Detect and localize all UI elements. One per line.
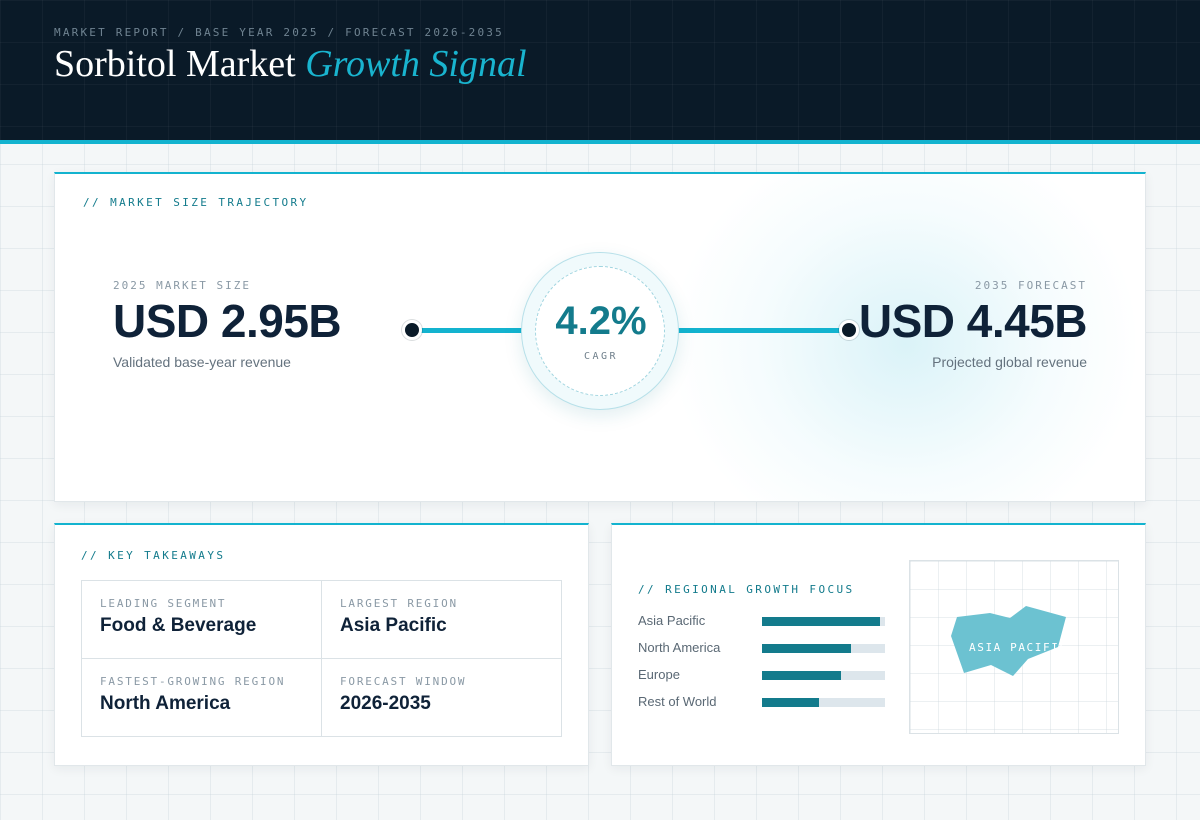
takeaway-cell-forecast-window: FORECAST WINDOW 2026-2035 [322,659,562,736]
takeaway-cell-leading-segment: LEADING SEGMENT Food & Beverage [82,581,322,659]
key-takeaways-panel: // KEY TAKEAWAYS LEADING SEGMENT Food & … [54,523,589,766]
map-region-label: ASIA PACIFIC [969,641,1068,654]
region-bar [762,671,841,680]
region-row-north-america: North America [638,640,888,656]
asia-pacific-shape [951,606,1066,676]
title-main: Sorbitol Market [54,43,296,85]
takeaways-panel-label: // KEY TAKEAWAYS [81,549,226,562]
region-name: Europe [638,667,680,682]
asia-pacific-map-icon [951,606,1066,676]
takeaway-value: North America [100,693,231,714]
region-name: Rest of World [638,694,717,709]
report-header: MARKET REPORT / BASE YEAR 2025 / FORECAS… [0,0,1200,144]
start-metric-value: USD 2.95B [113,295,342,347]
trajectory-start-dot [402,320,422,340]
region-bar [762,698,819,707]
region-row-asia-pacific: Asia Pacific [638,613,888,629]
breadcrumb: MARKET REPORT / BASE YEAR 2025 / FORECAS… [54,26,504,39]
background-glow [675,174,1135,501]
end-metric-value: USD 4.45B [858,295,1088,347]
takeaway-cell-fastest-growing-region: FASTEST-GROWING REGION North America [82,659,322,736]
region-row-rest-of-world: Rest of World [638,694,888,710]
end-metric-label: 2035 FORECAST [974,279,1087,292]
takeaway-label: FORECAST WINDOW [340,675,467,688]
regional-growth-panel: // REGIONAL GROWTH FOCUS Asia Pacific No… [611,523,1146,766]
region-bar-track [762,644,885,653]
region-map: ASIA PACIFIC [909,560,1119,734]
takeaway-value: 2026-2035 [340,693,431,714]
takeaway-label: LEADING SEGMENT [100,597,227,610]
region-bar-track [762,617,885,626]
cagr-value: 4.2% [555,299,647,343]
title-accent: Growth Signal [305,43,527,85]
takeaway-label: LARGEST REGION [340,597,458,610]
takeaway-cell-largest-region: LARGEST REGION Asia Pacific [322,581,562,659]
takeaways-grid: LEADING SEGMENT Food & Beverage LARGEST … [81,580,562,737]
region-bar-track [762,698,885,707]
market-trajectory-panel: // MARKET SIZE TRAJECTORY 2025 MARKET SI… [54,172,1146,502]
region-name: North America [638,640,721,655]
region-bar [762,644,851,653]
regional-panel-label: // REGIONAL GROWTH FOCUS [638,583,855,596]
region-bar [762,617,881,626]
region-name: Asia Pacific [638,613,706,628]
cagr-inner-circle: 4.2% CAGR [535,266,665,396]
start-metric-label: 2025 MARKET SIZE [113,279,251,292]
takeaway-label: FASTEST-GROWING REGION [100,675,286,688]
cagr-badge: 4.2% CAGR [521,252,679,410]
end-metric-subtext: Projected global revenue [932,354,1087,370]
trajectory-end-dot [839,320,859,340]
takeaway-value: Food & Beverage [100,615,257,636]
cagr-label: CAGR [583,351,619,362]
takeaway-value: Asia Pacific [340,615,447,636]
region-row-europe: Europe [638,667,888,683]
page-title: Sorbitol Market Growth Signal [54,42,527,86]
region-bar-track [762,671,885,680]
trajectory-panel-label: // MARKET SIZE TRAJECTORY [83,196,309,209]
start-metric-subtext: Validated base-year revenue [113,354,291,370]
